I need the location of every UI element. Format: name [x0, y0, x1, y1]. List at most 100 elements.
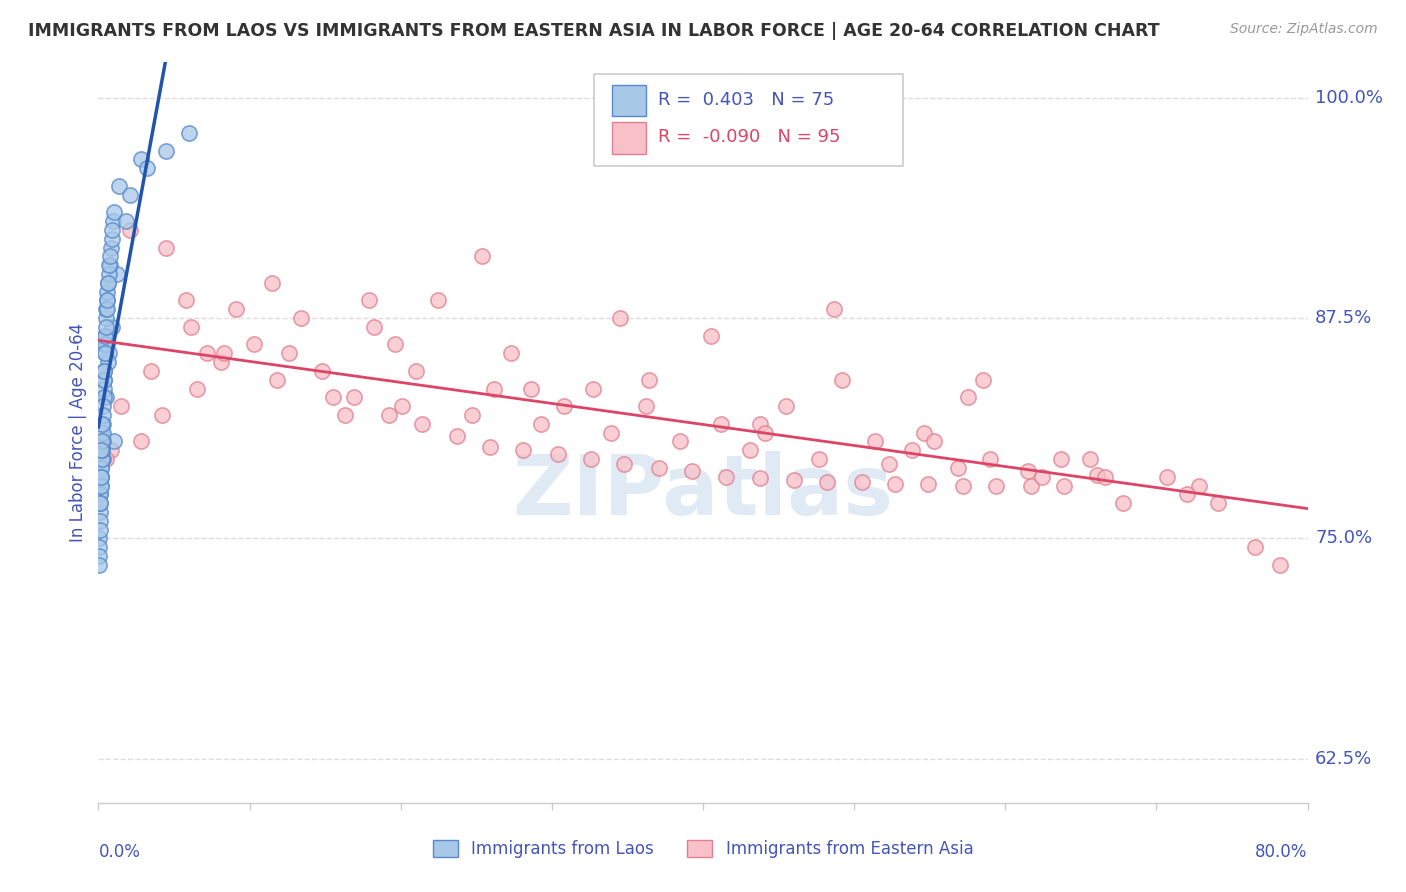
Point	[357, 293, 380, 308]
Point	[90, 469, 112, 483]
Point	[1208, 496, 1230, 510]
Point	[553, 399, 575, 413]
Point	[613, 458, 636, 472]
Point	[93, 399, 115, 413]
Point	[101, 223, 124, 237]
Point	[808, 452, 831, 467]
Point	[94, 311, 117, 326]
Point	[180, 319, 202, 334]
Point	[775, 399, 797, 413]
Point	[96, 302, 118, 317]
Point	[749, 471, 772, 485]
Point	[91, 452, 114, 467]
Point	[262, 276, 284, 290]
Point	[1078, 452, 1101, 467]
Point	[91, 434, 114, 449]
Point	[1094, 469, 1116, 483]
Point	[96, 285, 118, 299]
Point	[87, 558, 110, 572]
Text: ZIPatlas: ZIPatlas	[513, 451, 893, 533]
Point	[141, 364, 163, 378]
Point	[669, 434, 692, 449]
Point	[1175, 487, 1198, 501]
Point	[94, 346, 117, 360]
Point	[783, 473, 806, 487]
Point	[405, 364, 427, 378]
Point	[637, 373, 659, 387]
Point	[101, 319, 124, 334]
Point	[865, 434, 887, 449]
Point	[90, 461, 112, 475]
Point	[89, 496, 111, 510]
Bar	[613, 86, 647, 117]
Point	[93, 364, 115, 378]
Point	[94, 328, 117, 343]
Point	[174, 293, 197, 308]
Point	[363, 319, 385, 334]
Point	[101, 214, 124, 228]
Point	[343, 390, 366, 404]
Point	[212, 346, 235, 360]
Point	[609, 311, 631, 326]
Point	[114, 214, 136, 228]
Point	[96, 337, 118, 351]
Point	[738, 443, 761, 458]
Text: 75.0%: 75.0%	[1315, 529, 1372, 548]
Point	[96, 293, 118, 308]
Point	[96, 293, 118, 308]
Point	[1087, 467, 1109, 482]
Point	[333, 408, 356, 422]
Point	[155, 144, 177, 158]
Point	[186, 382, 208, 396]
Point	[96, 302, 118, 317]
Point	[91, 417, 114, 431]
Point	[89, 523, 111, 537]
Point	[1050, 452, 1073, 467]
Point	[91, 408, 114, 422]
Point	[89, 505, 111, 519]
Point	[89, 540, 111, 554]
Point	[129, 434, 152, 449]
Point	[322, 390, 344, 404]
Point	[91, 443, 114, 458]
Point	[89, 549, 111, 563]
Point	[824, 302, 846, 317]
Y-axis label: In Labor Force | Age 20-64: In Labor Force | Age 20-64	[69, 323, 87, 542]
Point	[89, 496, 111, 510]
Point	[831, 373, 853, 387]
Point	[681, 464, 703, 478]
Point	[484, 382, 506, 396]
Point	[108, 178, 131, 193]
Point	[93, 382, 115, 396]
Point	[851, 475, 873, 489]
Point	[917, 476, 939, 491]
Point	[135, 161, 157, 176]
Point	[93, 373, 115, 387]
Point	[648, 461, 671, 475]
Point	[94, 328, 117, 343]
Point	[986, 478, 1008, 492]
Text: Source: ZipAtlas.com: Source: ZipAtlas.com	[1230, 22, 1378, 37]
Point	[290, 311, 312, 326]
Point	[93, 390, 115, 404]
Point	[94, 319, 117, 334]
FancyBboxPatch shape	[595, 73, 903, 166]
Point	[94, 346, 117, 360]
Point	[90, 478, 112, 492]
Text: IMMIGRANTS FROM LAOS VS IMMIGRANTS FROM EASTERN ASIA IN LABOR FORCE | AGE 20-64 : IMMIGRANTS FROM LAOS VS IMMIGRANTS FROM …	[28, 22, 1160, 40]
Legend: Immigrants from Laos, Immigrants from Eastern Asia: Immigrants from Laos, Immigrants from Ea…	[426, 833, 980, 865]
Point	[922, 434, 945, 449]
Point	[90, 452, 112, 467]
Point	[100, 232, 122, 246]
Point	[754, 425, 776, 440]
Point	[391, 399, 413, 413]
Point	[209, 355, 232, 369]
Point	[110, 399, 132, 413]
Point	[1270, 558, 1292, 572]
Point	[411, 417, 433, 431]
Point	[749, 417, 772, 431]
Point	[97, 355, 120, 369]
Point	[1031, 469, 1053, 483]
Point	[97, 267, 120, 281]
Point	[714, 469, 737, 483]
